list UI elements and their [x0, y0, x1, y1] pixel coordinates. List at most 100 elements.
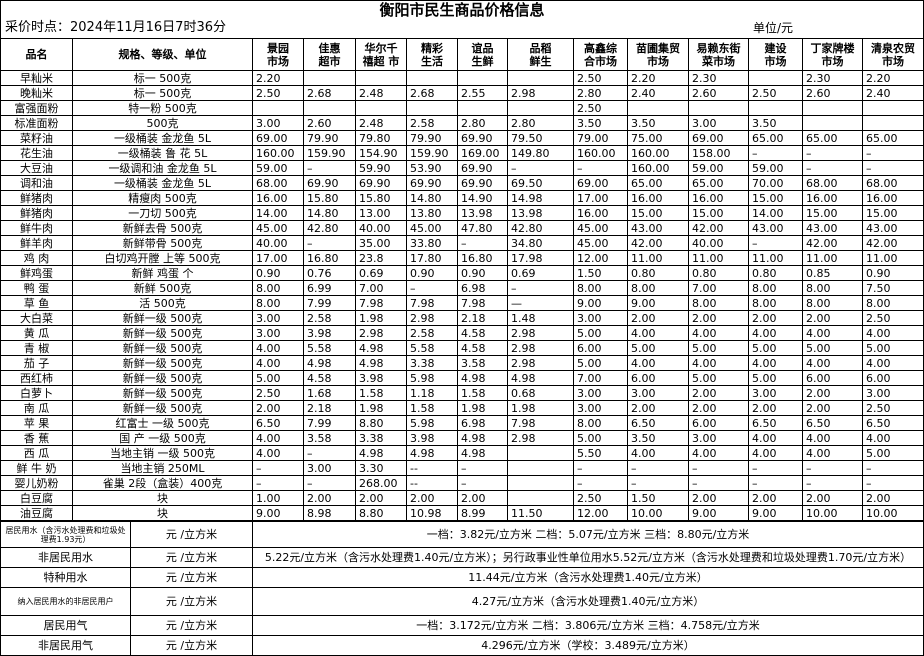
price: 13.98 [457, 205, 508, 221]
price: 11.00 [802, 250, 863, 266]
product-name: 晚籼米 [0, 85, 73, 101]
price: 79.50 [507, 130, 574, 146]
spec: 新鲜一级 500克 [72, 325, 253, 341]
price: 9.00 [573, 295, 628, 311]
price: 79.90 [406, 130, 458, 146]
price: 79.00 [573, 130, 628, 146]
price: 9.00 [252, 505, 304, 521]
price: 3.00 [688, 430, 749, 446]
price: 6.00 [627, 370, 689, 386]
data-row: 花生油 一级桶装 鲁 花 5L 160.00 159.90 154.90 159.90 16… [0, 145, 924, 161]
price: 169.00 [457, 145, 508, 161]
price: 7.00 [573, 370, 628, 386]
price: 0.90 [406, 265, 458, 281]
price: 2.00 [802, 400, 863, 416]
price: 1.98 [355, 400, 407, 416]
data-row: 晚籼米 标一 500克 2.50 2.68 2.48 2.68 2.55 2.98 2.80 2.… [0, 85, 924, 101]
price: -- [406, 460, 458, 476]
price: – [573, 475, 628, 491]
price: 9.00 [688, 505, 749, 521]
price: 69.50 [507, 175, 574, 191]
column-header: 丁家牌楼 市场 [802, 38, 863, 71]
price: 47.80 [457, 220, 508, 236]
price: 7.98 [507, 415, 574, 431]
price: 4.58 [303, 370, 356, 386]
price: 3.58 [303, 430, 356, 446]
price: – [406, 280, 458, 296]
spec: 特一粉 500克 [72, 100, 253, 116]
price: 4.58 [457, 340, 508, 356]
utility-row: 非居民用气元 /立方米 4.296元/立方米（学校：3.489元/立方米） [0, 635, 924, 656]
utility-name: 居民用水（含污水处理费和垃圾处理费1.93元） [0, 521, 131, 548]
price [802, 100, 863, 116]
column-header: 品名 [0, 38, 73, 71]
price: 69.00 [573, 175, 628, 191]
price: 4.98 [355, 445, 407, 461]
spec: 标一 500克 [72, 85, 253, 101]
data-row: 鲜 牛 奶当地主销 250ML –3.00 3.30 -- – – – – – – – [0, 460, 924, 476]
spec: 新鲜一级 500克 [72, 355, 253, 371]
price: 7.50 [862, 280, 924, 296]
price: 3.00 [862, 385, 924, 401]
price: 8.98 [303, 505, 356, 521]
price: – [573, 460, 628, 476]
price: – [507, 160, 574, 176]
price: 6.98 [457, 280, 508, 296]
price: 59.90 [355, 160, 407, 176]
spec: 一刀切 500克 [72, 205, 253, 221]
price: 160.00 [252, 145, 304, 161]
price: 2.50 [862, 310, 924, 326]
price: 5.00 [573, 325, 628, 341]
utility-unit: 元 /立方米 [130, 615, 253, 636]
data-row: 青 椒新鲜一级 500克 4.00 5.58 4.98 5.58 4.58 2.98 6.00… [0, 340, 924, 356]
price: 3.00 [252, 310, 304, 326]
price: 15.00 [862, 205, 924, 221]
column-header: 苗圃集贸 市场 [627, 38, 689, 71]
price: -- [406, 475, 458, 491]
price: 2.00 [303, 490, 356, 506]
price: 4.00 [627, 355, 689, 371]
utility-row: 居民用水（含污水处理费和垃圾处理费1.93元）元 /立方米 一档：3.82元/立方… [0, 521, 924, 548]
spec: 块 [72, 490, 253, 506]
price: 79.80 [355, 130, 407, 146]
price: – [748, 235, 803, 251]
product-name: 花生油 [0, 145, 73, 161]
product-name: 南 瓜 [0, 400, 73, 416]
price: 69.90 [406, 175, 458, 191]
spec: 一级桶装 鲁 花 5L [72, 145, 253, 161]
price: 1.00 [252, 490, 304, 506]
price: – [627, 475, 689, 491]
price: 4.00 [627, 325, 689, 341]
product-name: 香 蕉 [0, 430, 73, 446]
price: 4.98 [507, 370, 574, 386]
data-row: 草 鱼活 500克 8.00 7.99 7.98 7.98 7.98—9.00 9.00 8.… [0, 295, 924, 311]
price: 3.00 [573, 385, 628, 401]
price: 8.00 [748, 280, 803, 296]
price: 6.00 [688, 415, 749, 431]
price: 2.98 [507, 85, 574, 101]
price: 3.50 [627, 430, 689, 446]
price: 2.58 [406, 115, 458, 131]
price: 8.00 [748, 295, 803, 311]
price: 13.80 [406, 205, 458, 221]
price: 5.98 [406, 370, 458, 386]
data-row: 早籼米 标一 500克 2.20 2.50 2.20 2.30 2.30 2.20 [0, 70, 924, 86]
price: 12.00 [573, 250, 628, 266]
header-row: 品名 规格、等级、单位 景园 市场 佳惠 超市 华尔千 禧超 市精彩 生活 谊品 生鲜 品稻… [0, 38, 924, 71]
price: 1.98 [507, 400, 574, 416]
price: 15.00 [802, 205, 863, 221]
price: 1.68 [303, 385, 356, 401]
price: 69.90 [355, 175, 407, 191]
price: 3.00 [573, 400, 628, 416]
price: 4.00 [802, 445, 863, 461]
price: 0.68 [507, 385, 574, 401]
price: 4.00 [748, 325, 803, 341]
product-name: 富强面粉 [0, 100, 73, 116]
price: 59.00 [252, 160, 304, 176]
price: 69.90 [457, 130, 508, 146]
product-name: 油豆腐 [0, 505, 73, 521]
column-header: 佳惠 超市 [303, 38, 356, 71]
data-row: 鲜鸡蛋 新鲜 鸡蛋 个 0.90 0.76 0.69 0.90 0.90 0.69 1.50 0.… [0, 265, 924, 281]
price: 2.00 [802, 385, 863, 401]
price: – [748, 460, 803, 476]
